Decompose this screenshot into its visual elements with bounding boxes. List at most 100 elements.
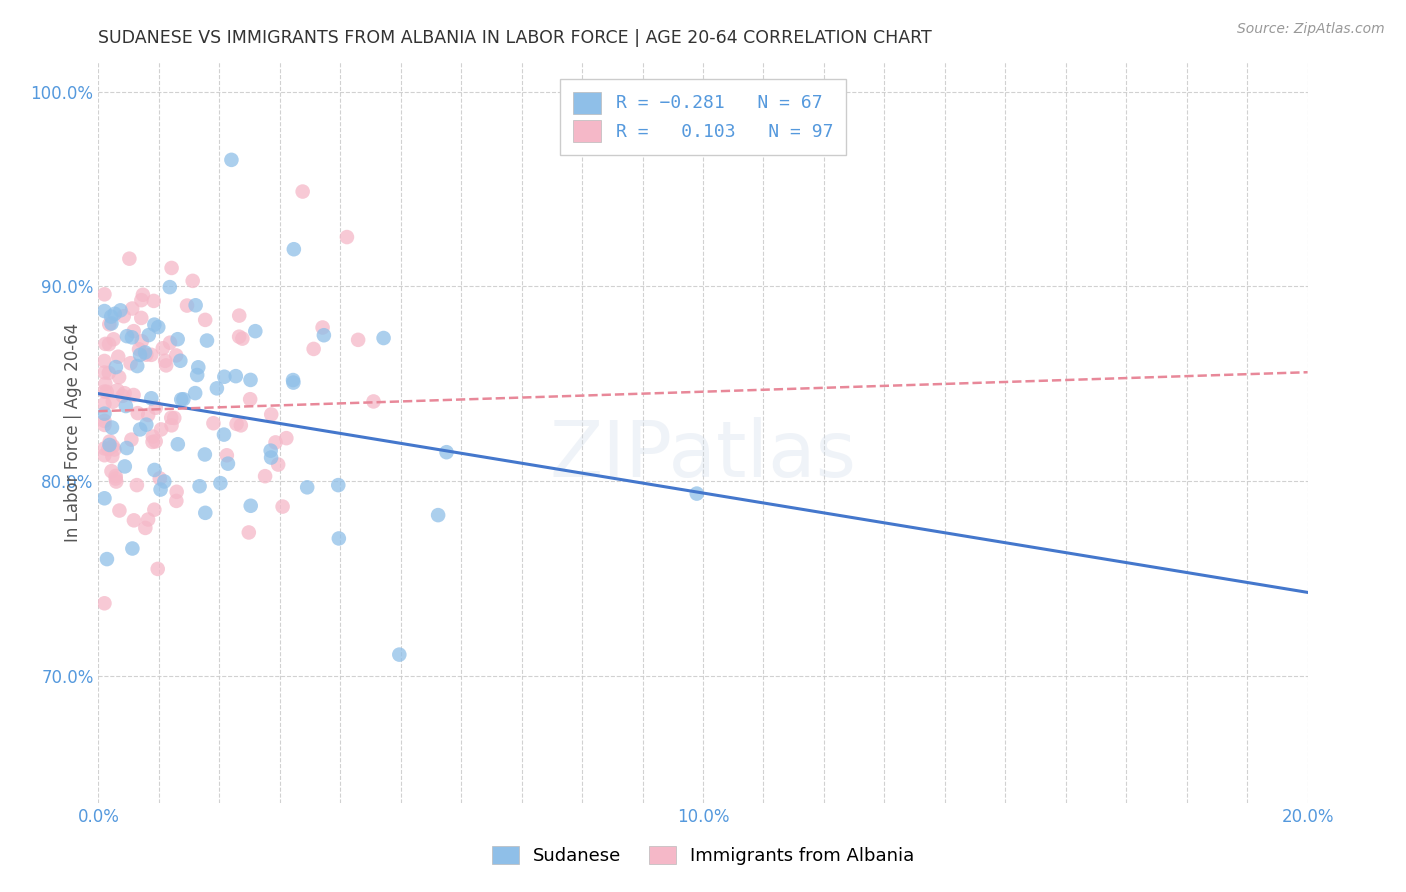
Point	[166, 332, 188, 346]
Point	[205, 381, 228, 395]
Point	[149, 471, 172, 485]
Point	[172, 392, 194, 407]
Point	[122, 513, 145, 527]
Point	[135, 348, 157, 362]
Point	[101, 394, 124, 409]
Point	[132, 287, 155, 301]
Point	[127, 359, 149, 373]
Point	[98, 434, 121, 449]
Text: SUDANESE VS IMMIGRANTS FROM ALBANIA IN LABOR FORCE | AGE 20-64 CORRELATION CHART: SUDANESE VS IMMIGRANTS FROM ALBANIA IN L…	[98, 29, 932, 47]
Point	[101, 420, 124, 434]
Point	[120, 356, 142, 370]
Point	[122, 324, 145, 338]
Point	[165, 494, 187, 508]
Point	[239, 499, 262, 513]
Point	[148, 320, 170, 334]
Point	[194, 448, 217, 462]
Point	[141, 391, 163, 405]
Point	[115, 329, 138, 343]
Point	[134, 521, 156, 535]
Point	[98, 337, 121, 351]
Point	[93, 491, 115, 506]
Point	[129, 348, 152, 362]
Point	[93, 304, 115, 318]
Point	[271, 500, 294, 514]
Point	[108, 370, 131, 384]
Point	[312, 328, 335, 343]
Point	[93, 287, 115, 301]
Point	[260, 450, 283, 465]
Point	[94, 337, 117, 351]
Point	[291, 185, 314, 199]
Point	[245, 324, 267, 338]
Point	[281, 373, 304, 387]
Point	[103, 442, 125, 457]
Point	[125, 478, 148, 492]
Point	[129, 422, 152, 436]
Point	[98, 318, 121, 332]
Point	[105, 475, 128, 489]
Point	[103, 332, 125, 346]
Point	[93, 596, 115, 610]
Point	[121, 541, 143, 556]
Point	[347, 333, 370, 347]
Point	[143, 502, 166, 516]
Point	[186, 368, 208, 382]
Point	[212, 427, 235, 442]
Point	[214, 369, 236, 384]
Y-axis label: In Labor Force | Age 20-64: In Labor Force | Age 20-64	[63, 323, 82, 542]
Point	[93, 407, 115, 421]
Point	[217, 457, 239, 471]
Point	[276, 431, 298, 445]
Point	[111, 389, 134, 403]
Point	[114, 459, 136, 474]
Point	[145, 434, 167, 449]
Point	[163, 411, 186, 425]
Point	[107, 350, 129, 364]
Point	[254, 469, 277, 483]
Point	[238, 525, 260, 540]
Point	[93, 366, 115, 380]
Point	[184, 298, 207, 312]
Point	[160, 410, 183, 425]
Point	[129, 310, 152, 325]
Point	[110, 303, 132, 318]
Point	[101, 439, 124, 453]
Point	[231, 332, 253, 346]
Point	[427, 508, 450, 522]
Legend: Sudanese, Immigrants from Albania: Sudanese, Immigrants from Albania	[482, 837, 924, 874]
Point	[188, 479, 211, 493]
Point	[311, 320, 333, 334]
Point	[134, 345, 156, 359]
Point	[686, 486, 709, 500]
Point	[136, 408, 159, 422]
Point	[100, 310, 122, 324]
Point	[127, 406, 149, 420]
Point	[160, 418, 183, 433]
Point	[260, 408, 283, 422]
Point	[283, 376, 305, 390]
Point	[141, 348, 163, 362]
Point	[159, 280, 181, 294]
Point	[176, 299, 198, 313]
Point	[209, 476, 232, 491]
Point	[93, 417, 115, 432]
Point	[260, 443, 283, 458]
Point	[169, 353, 191, 368]
Point	[131, 334, 153, 349]
Point	[97, 366, 120, 380]
Point	[302, 342, 325, 356]
Point	[225, 369, 247, 384]
Point	[153, 475, 176, 489]
Point	[136, 512, 159, 526]
Point	[142, 293, 165, 308]
Point	[181, 274, 204, 288]
Point	[120, 433, 142, 447]
Point	[98, 438, 121, 452]
Point	[97, 442, 120, 456]
Text: Source: ZipAtlas.com: Source: ZipAtlas.com	[1237, 22, 1385, 37]
Point	[153, 353, 176, 368]
Point	[145, 401, 167, 415]
Point	[115, 441, 138, 455]
Point	[373, 331, 395, 345]
